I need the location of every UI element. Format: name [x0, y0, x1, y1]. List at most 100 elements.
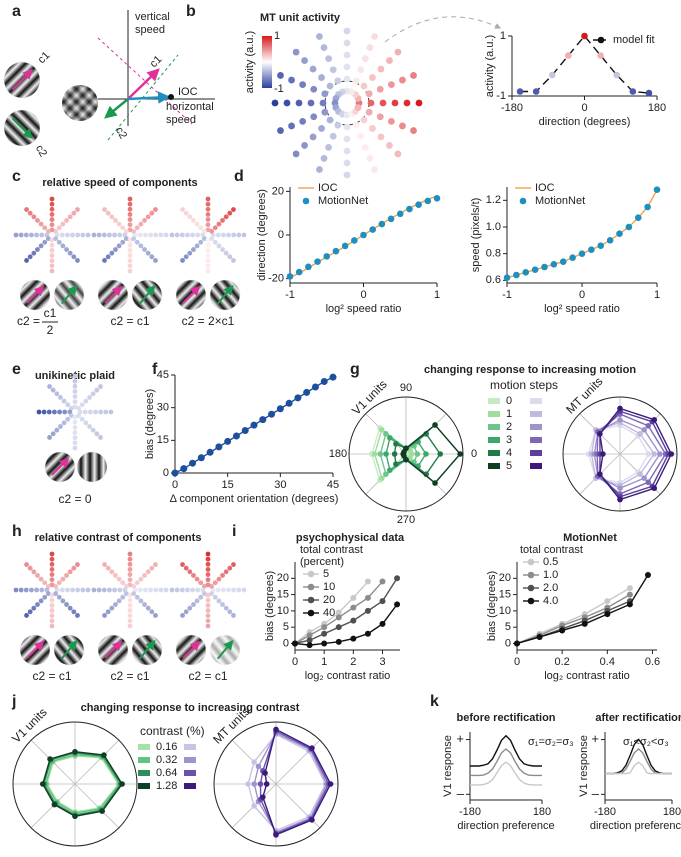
legend-swatch [530, 411, 542, 417]
star-dot [127, 561, 133, 567]
star-dot [127, 603, 133, 608]
x-tick-label: 0 [581, 102, 587, 114]
star-dot [367, 99, 375, 107]
polar-point [668, 451, 675, 457]
legend-label: model fit [613, 34, 655, 46]
data-point [350, 594, 357, 601]
star-dot [309, 133, 317, 141]
star-dot [366, 44, 374, 51]
star-dot [194, 576, 200, 582]
star-dot [77, 409, 83, 415]
star-dot [56, 239, 62, 245]
star-dot [205, 196, 211, 202]
star-dot [75, 258, 80, 263]
polar-point [414, 451, 421, 457]
star-dot [49, 597, 55, 603]
legend-swatch [530, 424, 542, 430]
polar-point [309, 817, 315, 823]
data-point [394, 601, 401, 608]
chart-title: MT unit activity [260, 12, 341, 24]
star-dot [369, 125, 376, 132]
colorbar [262, 36, 272, 88]
star-dot [109, 250, 115, 256]
star-dot [75, 232, 81, 238]
polar-point [617, 417, 623, 423]
y-tick-label: 20 [499, 572, 511, 584]
star-dot [357, 132, 365, 140]
legend-title: total contrast [300, 544, 363, 556]
series-line [605, 761, 672, 775]
data-point [335, 614, 342, 621]
series-line [470, 761, 542, 786]
polar-point [457, 451, 463, 457]
axis-label: bias (degrees) [144, 389, 156, 459]
caption: c1 [44, 306, 57, 320]
data-point [335, 638, 342, 645]
star-dot [39, 587, 45, 593]
data-point [341, 242, 349, 250]
star-dot [163, 232, 169, 238]
star-dot [29, 587, 34, 593]
star-dot [59, 587, 65, 593]
star-dot [360, 82, 368, 90]
star-dot [343, 75, 351, 83]
star-dot [326, 82, 334, 90]
grating-arrow [11, 117, 33, 139]
x-tick-label: -1 [285, 289, 295, 301]
star-dot [24, 562, 29, 567]
star-dot [72, 373, 78, 379]
legend-swatch [138, 783, 150, 789]
star-dot [226, 232, 231, 238]
polar-spoke [74, 739, 120, 785]
star-dot [31, 250, 37, 256]
grating-arrow [217, 639, 234, 660]
chart-title: before rectification [456, 712, 555, 724]
legend-title: contrast (%) [140, 724, 205, 738]
series-line [605, 748, 672, 775]
y-tick-label: – [592, 786, 600, 801]
star-dot [205, 242, 211, 248]
legend-label: IOC [318, 182, 338, 194]
star-dot [190, 587, 195, 593]
polar-point [383, 431, 389, 437]
panel-label: g [350, 361, 360, 378]
axis-label: V1 response [578, 735, 590, 797]
legend-swatch [138, 770, 150, 776]
legend-label: MotionNet [535, 195, 585, 207]
star-dot [131, 228, 137, 234]
star-dot [394, 48, 402, 56]
star-dot [13, 587, 19, 593]
polar-point [432, 422, 438, 428]
grating-arrow [51, 457, 70, 476]
star-dot [58, 424, 63, 429]
legend-swatch [530, 398, 542, 404]
y-tick-label: 10 [499, 605, 511, 617]
star-dot [70, 232, 75, 238]
data-point [645, 89, 653, 97]
star-dot [320, 155, 328, 162]
star-dot [49, 561, 55, 567]
star-dot [215, 587, 221, 593]
star-dot [227, 609, 233, 615]
star-dot [148, 587, 153, 593]
x-tick-label: 3 [379, 656, 385, 668]
star-dot [277, 127, 284, 134]
caption: c2 = c1 [32, 669, 71, 683]
star-dot [65, 232, 70, 238]
data-point [406, 205, 413, 213]
panel-label: c [12, 168, 21, 185]
data-point [285, 399, 293, 407]
star-dot [38, 598, 44, 604]
star-dot [45, 236, 51, 242]
panel-label: f [152, 361, 158, 378]
star-dot [321, 108, 329, 116]
star-dot [223, 569, 229, 575]
star-dot [365, 90, 373, 98]
star-dot [205, 206, 211, 212]
legend-marker [519, 197, 527, 205]
data-point [503, 274, 511, 281]
y-tick-label: 0 [505, 637, 511, 649]
star-dot [149, 565, 155, 571]
legend-swatch [488, 437, 500, 443]
star-dot [134, 225, 140, 231]
